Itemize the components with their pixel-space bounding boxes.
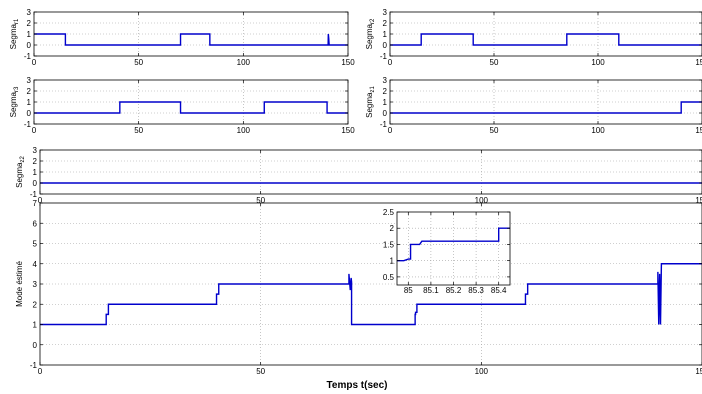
y-tick-label: 1 xyxy=(27,30,32,39)
y-tick-label: 7 xyxy=(33,199,38,208)
x-tick-label: 0 xyxy=(388,126,393,135)
x-tick-label: 150 xyxy=(695,126,702,135)
y-axis-label-subscript: z1 xyxy=(370,85,376,92)
x-axis-title: Temps t(sec) xyxy=(327,380,388,391)
y-tick-label: 2 xyxy=(390,224,395,233)
y-axis-label-subscript: r1 xyxy=(14,18,20,24)
x-tick-label: 85.3 xyxy=(468,286,484,295)
y-tick-label: 2.5 xyxy=(383,208,395,217)
x-tick-label: 150 xyxy=(341,126,355,135)
y-tick-label: 1 xyxy=(33,321,38,330)
x-tick-label: 50 xyxy=(134,126,143,135)
x-tick-label: 0 xyxy=(38,196,43,205)
x-tick-label: 100 xyxy=(475,196,489,205)
y-tick-label: 0 xyxy=(383,109,388,118)
x-tick-label: 100 xyxy=(237,126,251,135)
x-tick-label: 85.2 xyxy=(446,286,462,295)
y-tick-label: 0 xyxy=(33,179,38,188)
series-line xyxy=(390,33,702,46)
x-tick-label: 100 xyxy=(591,126,605,135)
y-tick-label: 2 xyxy=(383,19,388,28)
y-tick-label: 3 xyxy=(27,8,32,17)
y-tick-label: -1 xyxy=(24,52,32,61)
y-tick-label: 0 xyxy=(27,41,32,50)
x-tick-label: 0 xyxy=(32,126,37,135)
y-tick-label: 2 xyxy=(33,157,38,166)
y-tick-label: 0 xyxy=(383,41,388,50)
x-tick-label: 85.4 xyxy=(491,286,507,295)
y-tick-label: 5 xyxy=(33,240,38,249)
y-tick-label: -1 xyxy=(380,52,388,61)
y-axis-label: Segmar2 xyxy=(365,18,376,49)
x-tick-label: 150 xyxy=(695,196,702,205)
y-tick-label: 0.5 xyxy=(383,273,395,282)
y-tick-label: -1 xyxy=(24,120,32,129)
x-tick-label: 50 xyxy=(490,126,499,135)
y-tick-label: 1 xyxy=(27,98,32,107)
y-tick-label: 1.5 xyxy=(383,240,395,249)
series-line xyxy=(390,101,702,114)
x-tick-label: 150 xyxy=(695,58,702,67)
y-tick-label: 3 xyxy=(27,76,32,85)
x-tick-label: 150 xyxy=(341,58,355,67)
y-axis-label: Segmaz1 xyxy=(365,85,376,117)
y-axis-label: Segmar1 xyxy=(9,18,20,49)
y-tick-label: -1 xyxy=(30,190,38,199)
y-tick-label: 1 xyxy=(33,168,38,177)
y-tick-label: 3 xyxy=(33,146,38,155)
x-tick-label: 85 xyxy=(404,286,413,295)
y-axis-label-subscript: z2 xyxy=(20,155,26,162)
x-tick-label: 0 xyxy=(388,58,393,67)
series-line xyxy=(397,227,510,262)
y-tick-label: -1 xyxy=(30,361,38,370)
y-axis-label-subscript: r3 xyxy=(14,86,20,92)
x-tick-label: 150 xyxy=(695,367,702,376)
y-tick-label: 3 xyxy=(383,8,388,17)
y-axis-label: Segmaz2 xyxy=(15,155,26,187)
y-tick-label: -1 xyxy=(380,120,388,129)
y-axis-label: Segmar3 xyxy=(9,86,20,117)
y-tick-label: 3 xyxy=(383,76,388,85)
y-tick-label: 2 xyxy=(383,87,388,96)
x-tick-label: 50 xyxy=(256,196,265,205)
x-tick-label: 100 xyxy=(237,58,251,67)
y-tick-label: 2 xyxy=(27,19,32,28)
x-tick-label: 85.1 xyxy=(423,286,439,295)
x-tick-label: 100 xyxy=(475,367,489,376)
panel-mode-inset: 85 85.1 85.2 85.3 85.4 0.5 1 1.5 2 2.5 xyxy=(383,208,511,295)
y-axis-label-subscript: r2 xyxy=(370,18,376,24)
x-tick-label: 100 xyxy=(591,58,605,67)
series-line xyxy=(34,33,348,46)
y-tick-label: 1 xyxy=(383,30,388,39)
y-tick-label: 4 xyxy=(33,260,38,269)
y-tick-label: 0 xyxy=(33,341,38,350)
x-tick-label: 0 xyxy=(38,367,43,376)
series-line xyxy=(40,263,702,326)
series-line xyxy=(34,101,348,114)
x-tick-label: 50 xyxy=(490,58,499,67)
y-tick-label: 0 xyxy=(27,109,32,118)
x-tick-label: 50 xyxy=(134,58,143,67)
x-tick-label: 50 xyxy=(256,367,265,376)
y-tick-label: 1 xyxy=(390,257,395,266)
y-tick-label: 2 xyxy=(27,87,32,96)
y-axis-label: Mode éstimé xyxy=(15,261,24,307)
y-tick-label: 2 xyxy=(33,300,38,309)
y-tick-label: 1 xyxy=(383,98,388,107)
y-tick-label: 6 xyxy=(33,219,38,228)
y-tick-label: 3 xyxy=(33,280,38,289)
x-tick-label: 0 xyxy=(32,58,37,67)
